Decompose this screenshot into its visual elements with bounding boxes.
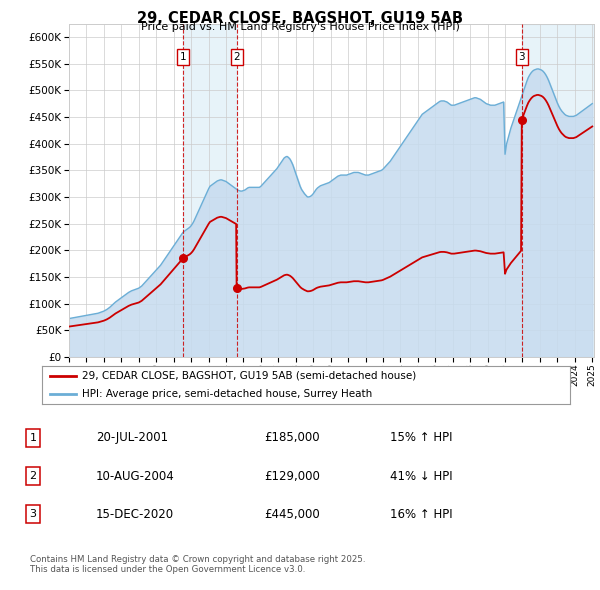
Text: 10-AUG-2004: 10-AUG-2004 [96, 470, 175, 483]
Text: 2: 2 [233, 52, 240, 62]
Text: 15-DEC-2020: 15-DEC-2020 [96, 507, 174, 520]
Text: 1: 1 [29, 433, 37, 443]
Text: 2: 2 [29, 471, 37, 481]
Bar [522, 24, 594, 357]
Text: 3: 3 [29, 509, 37, 519]
Text: 16% ↑ HPI: 16% ↑ HPI [390, 507, 452, 520]
Bar [183, 24, 236, 357]
Text: Price paid vs. HM Land Registry's House Price Index (HPI): Price paid vs. HM Land Registry's House … [140, 22, 460, 32]
Text: Contains HM Land Registry data © Crown copyright and database right 2025.
This d: Contains HM Land Registry data © Crown c… [30, 555, 365, 574]
Text: £185,000: £185,000 [264, 431, 320, 444]
Text: 20-JUL-2001: 20-JUL-2001 [96, 431, 168, 444]
Text: 1: 1 [180, 52, 187, 62]
Text: 41% ↓ HPI: 41% ↓ HPI [390, 470, 452, 483]
Text: 15% ↑ HPI: 15% ↑ HPI [390, 431, 452, 444]
Text: 3: 3 [518, 52, 525, 62]
Text: HPI: Average price, semi-detached house, Surrey Heath: HPI: Average price, semi-detached house,… [82, 389, 372, 399]
Text: 29, CEDAR CLOSE, BAGSHOT, GU19 5AB (semi-detached house): 29, CEDAR CLOSE, BAGSHOT, GU19 5AB (semi… [82, 371, 416, 381]
Text: 29, CEDAR CLOSE, BAGSHOT, GU19 5AB: 29, CEDAR CLOSE, BAGSHOT, GU19 5AB [137, 11, 463, 25]
Text: £445,000: £445,000 [264, 507, 320, 520]
Text: £129,000: £129,000 [264, 470, 320, 483]
